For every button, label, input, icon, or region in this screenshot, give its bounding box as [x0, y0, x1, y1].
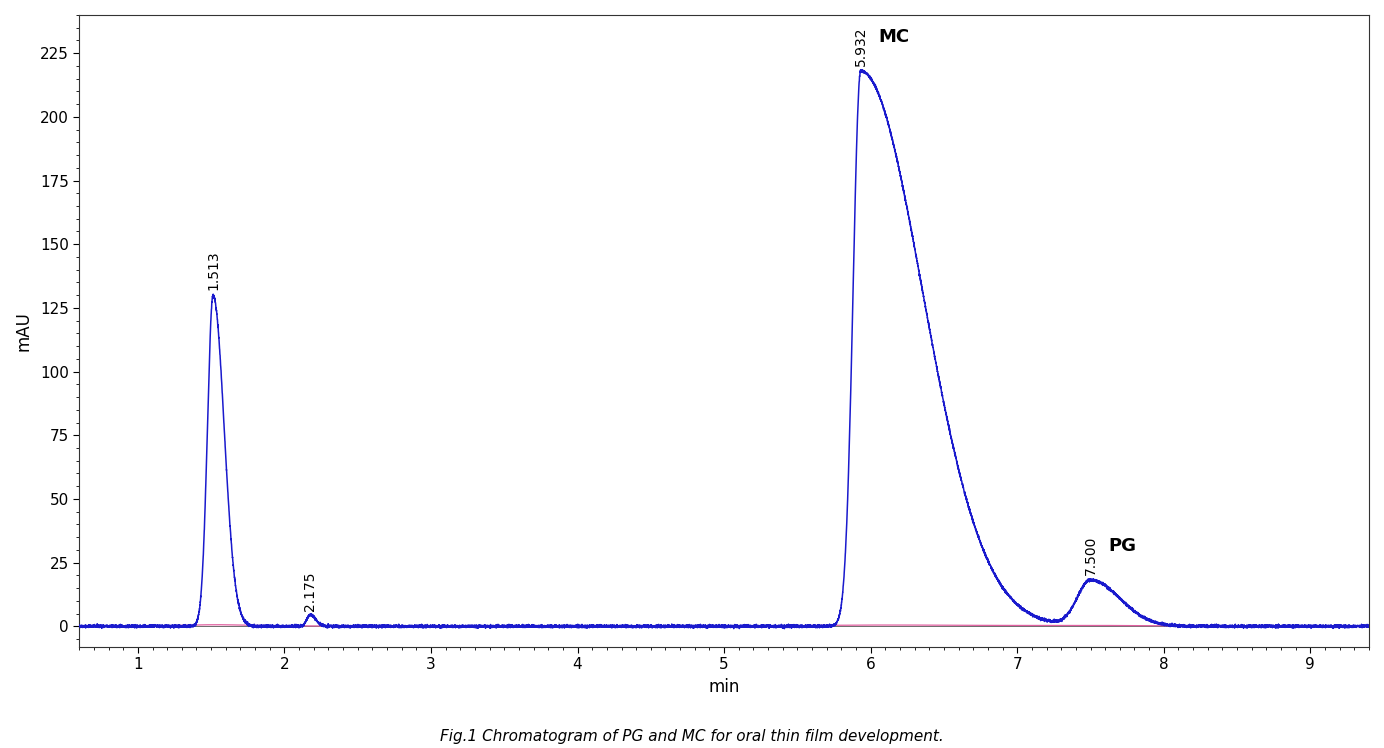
Y-axis label: mAU: mAU [15, 311, 33, 351]
Text: 7.500: 7.500 [1084, 536, 1098, 575]
Text: 2.175: 2.175 [303, 571, 317, 611]
Text: 5.932: 5.932 [854, 26, 868, 66]
Text: Fig.1 Chromatogram of PG and MC for oral thin film development.: Fig.1 Chromatogram of PG and MC for oral… [440, 729, 944, 744]
X-axis label: min: min [709, 678, 740, 696]
Text: PG: PG [1109, 537, 1136, 555]
Text: 1.513: 1.513 [206, 251, 220, 290]
Text: MC: MC [879, 28, 909, 46]
